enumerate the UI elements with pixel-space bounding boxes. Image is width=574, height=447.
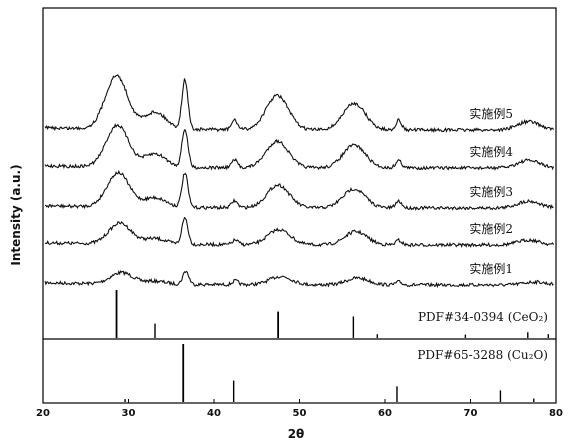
x-tick-label: 50 — [293, 408, 307, 419]
x-tick-label: 70 — [464, 408, 478, 419]
series-label: 实施例1 — [469, 261, 513, 276]
series-line — [44, 270, 554, 289]
series-line — [44, 216, 554, 249]
reference-label: PDF#34-0394 (CeO₂) — [418, 310, 548, 324]
reference-label: PDF#65-3288 (Cu₂O) — [417, 348, 548, 362]
plot-border — [42, 7, 557, 404]
x-tick-label: 20 — [36, 408, 50, 419]
x-tick-label: 30 — [122, 408, 136, 419]
x-tick-label: 40 — [207, 408, 221, 419]
x-tick-label: 80 — [549, 408, 563, 419]
plot-frame — [42, 7, 557, 404]
series-line — [44, 74, 554, 133]
series-layer — [44, 74, 555, 289]
labels: 实施例1 实施例2 实施例3 实施例4 实施例5 PDF#34-0394 (CeO₂) PD… — [417, 106, 548, 362]
x-tick-label: 60 — [378, 408, 392, 419]
y-axis-title: Intensity (a.u.) — [9, 164, 23, 265]
x-ticks: 20 30 40 50 60 70 80 — [36, 399, 563, 419]
series-label: 实施例3 — [469, 184, 513, 199]
series-label: 实施例4 — [469, 144, 513, 159]
series-label: 实施例5 — [469, 106, 513, 121]
series-line — [44, 169, 554, 211]
series-label: 实施例2 — [469, 221, 513, 236]
reference-layer — [115, 290, 550, 402]
series-line — [44, 123, 555, 171]
x-axis-title: 2θ — [288, 427, 305, 441]
